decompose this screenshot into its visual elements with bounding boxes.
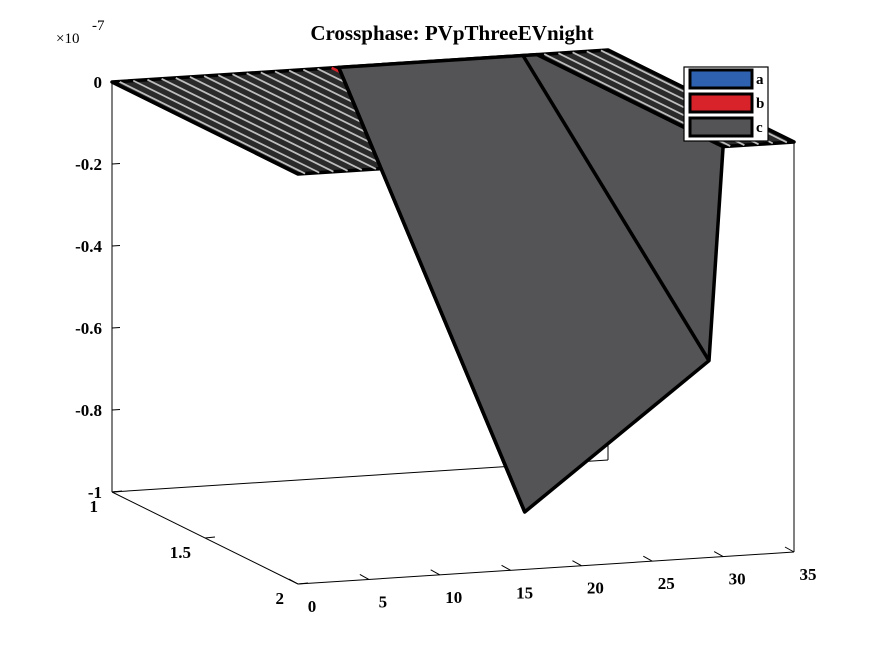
x-tick-mark xyxy=(288,578,299,585)
legend-label-b: b xyxy=(756,96,764,112)
x-tick-label: 35 xyxy=(800,565,817,584)
axis-line xyxy=(297,551,795,585)
plane-stripe xyxy=(118,80,306,175)
z-tick-mark xyxy=(111,327,121,329)
surface-c-edge xyxy=(337,66,527,513)
legend-swatch-a xyxy=(688,68,754,90)
x-tick-label: 30 xyxy=(729,570,746,589)
surface-c-edge xyxy=(521,54,711,362)
chart-title: Crossphase: PVpThreeEVnight xyxy=(310,21,593,45)
z-exponent-power: -7 xyxy=(92,18,105,34)
plane-stripe xyxy=(132,79,320,174)
x-tick-label: 10 xyxy=(445,588,462,607)
y-tick-label: 2 xyxy=(276,589,285,608)
y-tick-label: 1.5 xyxy=(170,543,191,562)
legend-label-c: c xyxy=(756,120,763,136)
legend-swatch-c xyxy=(688,116,754,138)
z-tick-label: -1 xyxy=(88,483,102,502)
surface-c-sheet xyxy=(336,52,725,514)
y-tick-mark xyxy=(111,490,123,493)
legend: abc xyxy=(683,66,769,142)
y-tick-mark xyxy=(297,582,309,585)
plane-stripe xyxy=(147,78,334,173)
x-tick-mark xyxy=(713,551,724,558)
x-tick-label: 20 xyxy=(587,579,604,598)
x-tick-mark xyxy=(359,573,370,580)
z-tick-label: -0.6 xyxy=(75,319,102,338)
x-tick-mark xyxy=(430,569,440,576)
x-tick-mark xyxy=(643,555,653,562)
surface-c xyxy=(336,52,725,514)
legend-swatch-b xyxy=(688,92,754,114)
plane-stripe xyxy=(203,75,391,169)
x-tick-label: 15 xyxy=(516,583,533,602)
legend-label-a: a xyxy=(756,72,764,88)
z-tick-mark xyxy=(111,245,121,247)
z-exponent-label: ×10 xyxy=(56,31,79,47)
axis-ticks: 0 -0.2 -0.4 -0.6 -0.8 -1 0 5 10 15 20 25 30 35 1 1.5 2 xyxy=(75,73,816,616)
z-tick-label: -0.4 xyxy=(75,237,102,256)
x-tick-mark xyxy=(572,560,582,567)
x-tick-label: 0 xyxy=(308,597,317,616)
plane-stripe xyxy=(189,76,377,170)
x-tick-mark xyxy=(784,546,795,553)
z-tick-label: -0.2 xyxy=(75,155,102,174)
z-tick-mark xyxy=(111,81,121,83)
x-tick-mark xyxy=(501,564,511,571)
plane-stripe xyxy=(175,77,363,171)
plane-stripe xyxy=(161,77,348,172)
y-tick-label: 1 xyxy=(90,497,99,516)
x-tick-label: 5 xyxy=(379,592,388,611)
y-tick-mark xyxy=(204,536,216,539)
z-tick-label: -0.8 xyxy=(75,401,102,420)
x-tick-label: 25 xyxy=(658,574,675,593)
z-tick-mark xyxy=(111,163,121,165)
z-tick-mark xyxy=(111,409,121,411)
z-tick-label: 0 xyxy=(94,73,103,92)
